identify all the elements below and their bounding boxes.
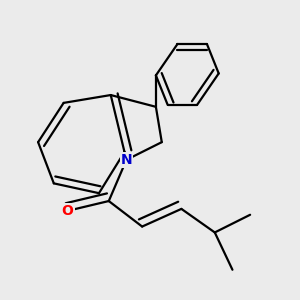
Text: N: N bbox=[121, 153, 132, 167]
Text: O: O bbox=[61, 204, 74, 218]
